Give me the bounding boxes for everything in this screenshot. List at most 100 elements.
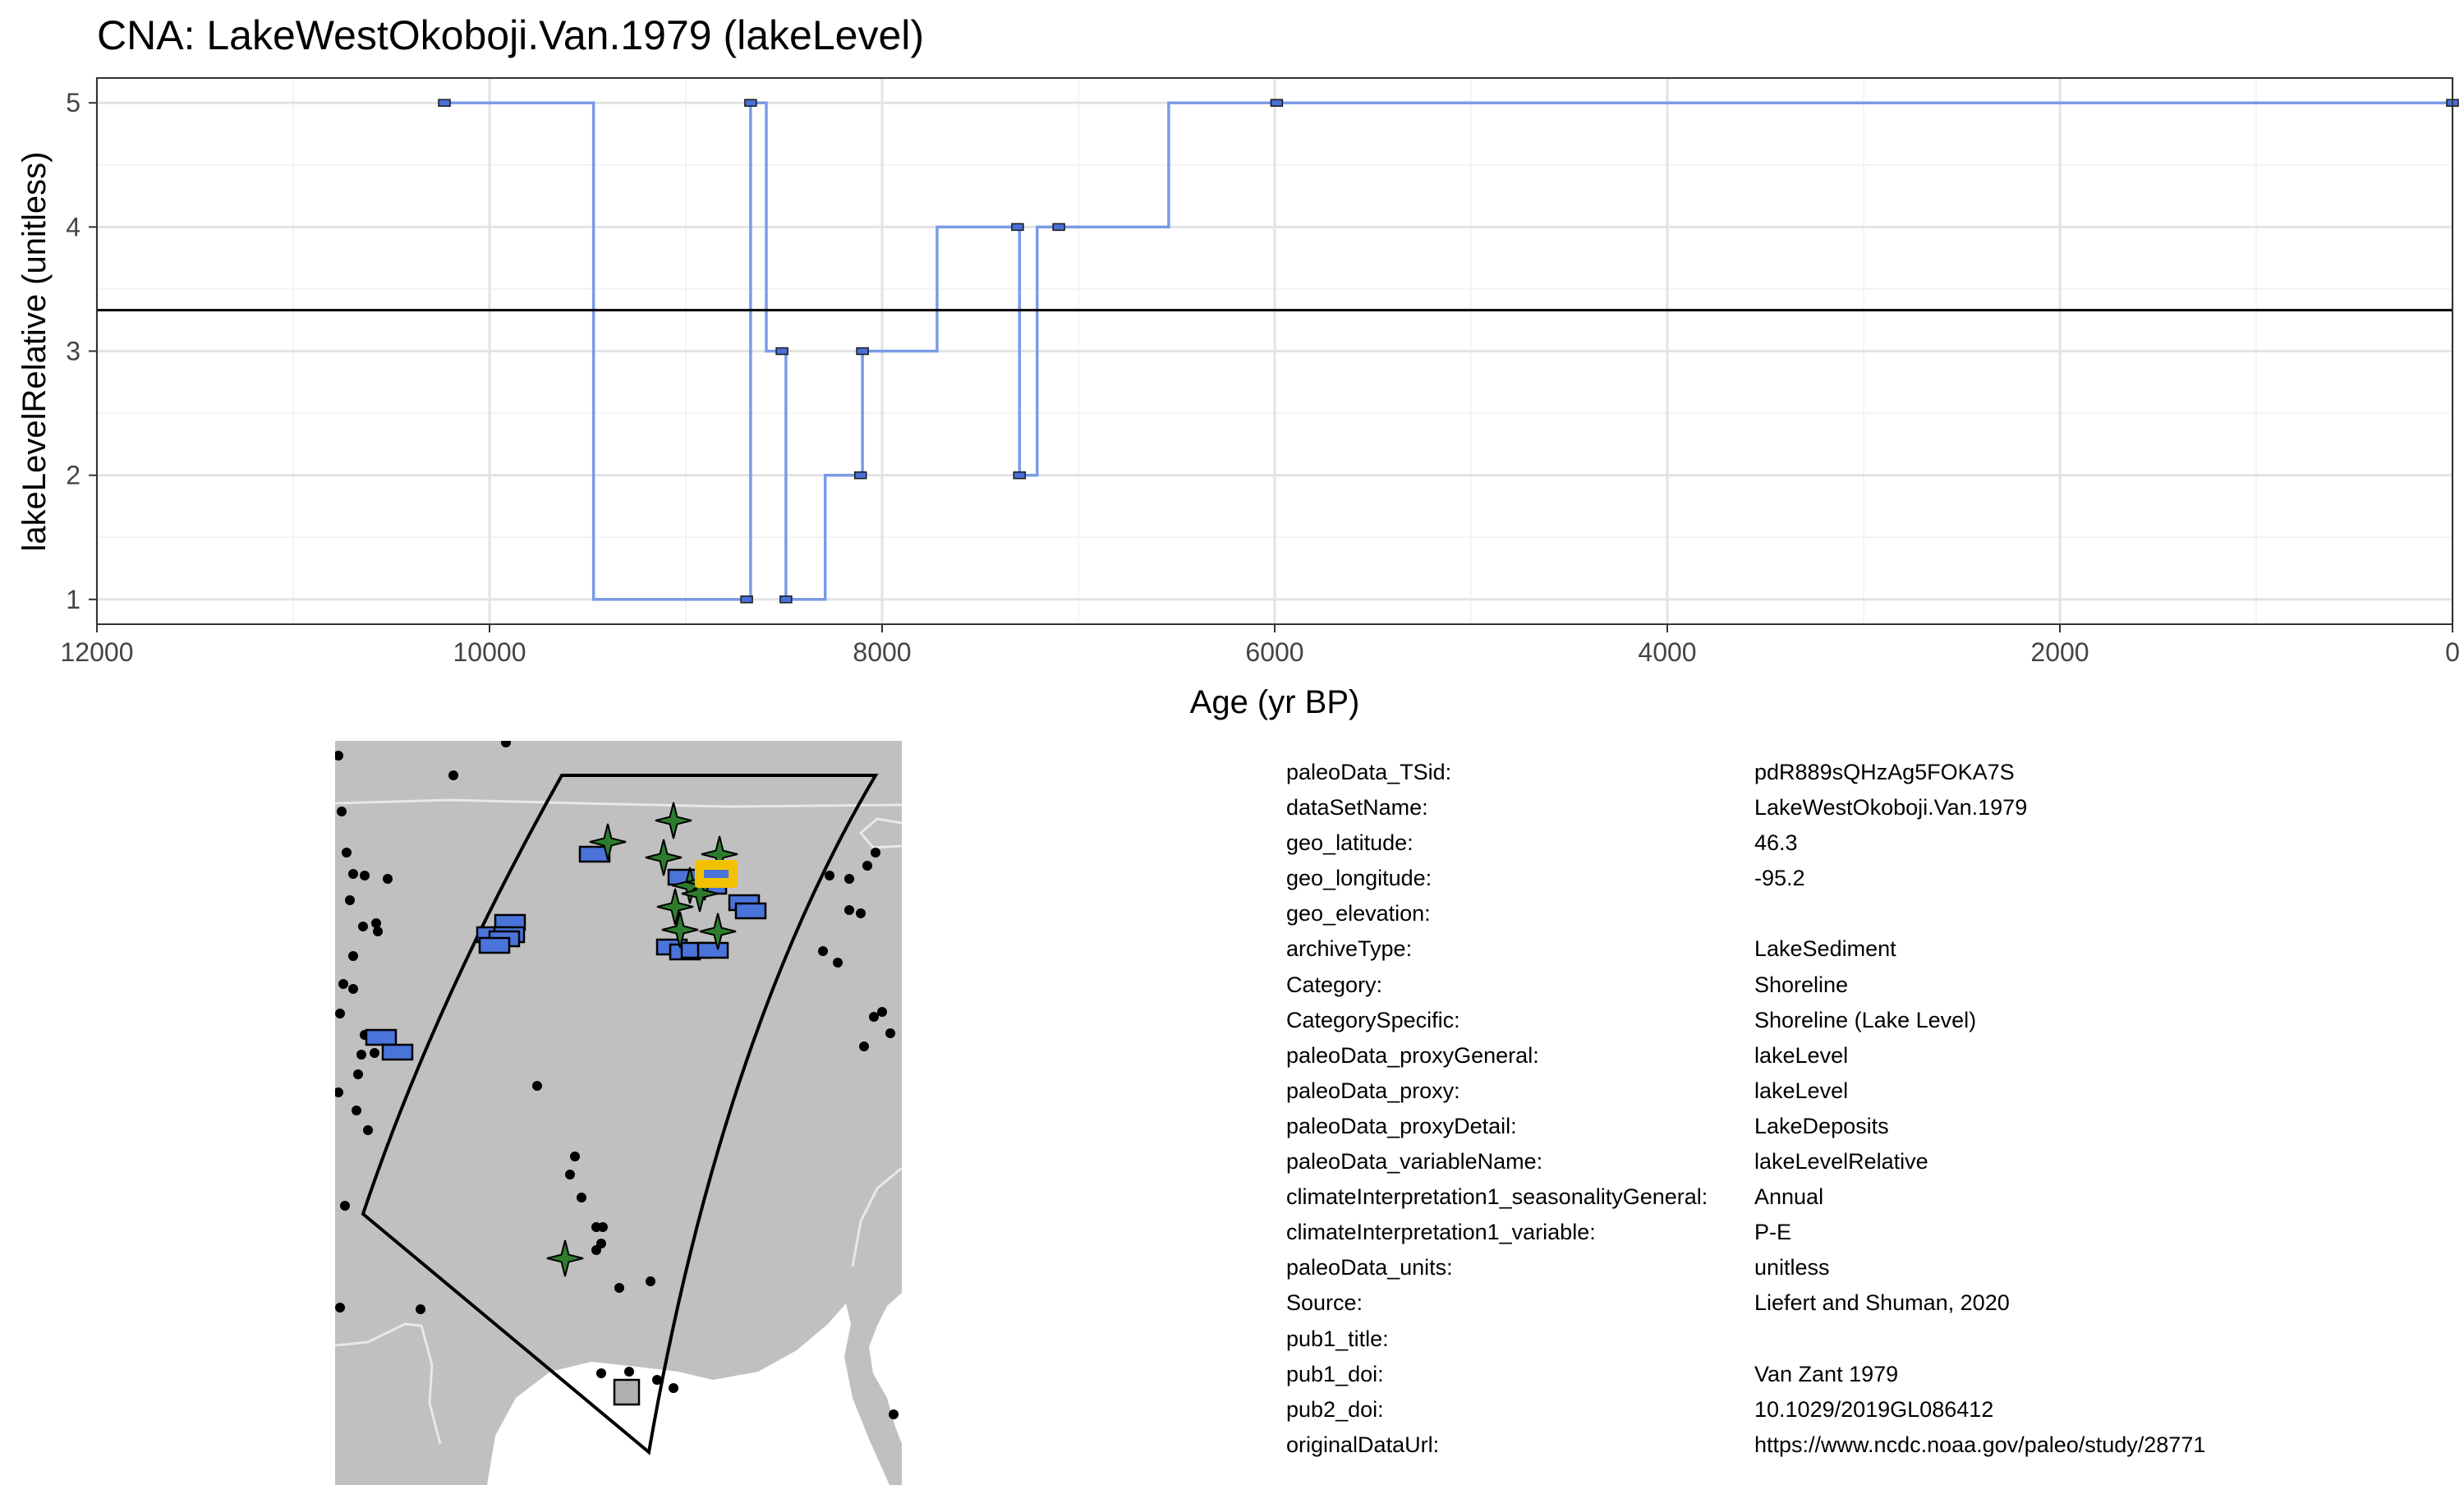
metadata-value: 10.1029/2019GL086412: [1754, 1396, 1994, 1422]
map-site-dot: [646, 1276, 655, 1286]
metadata-value: LakeSediment: [1754, 936, 1896, 962]
metadata-value: Liefert and Shuman, 2020: [1754, 1290, 2010, 1316]
x-tick-label: 2000: [2030, 637, 2089, 667]
data-point-marker: [744, 99, 757, 107]
y-tick-label: 4: [66, 212, 80, 241]
region-outline: [361, 774, 879, 1455]
metadata-key: pub2_doi:: [1286, 1396, 1384, 1422]
metadata-value: pdR889sQHzAg5FOKA7S: [1754, 760, 2015, 784]
state-border-south: [335, 1322, 442, 1445]
map-site-dot: [825, 871, 834, 880]
metadata-value: unitless: [1754, 1255, 1830, 1280]
y-tick-label: 3: [66, 337, 80, 366]
data-point-marker: [775, 347, 788, 356]
map-site-dot: [591, 1245, 601, 1255]
map-site-dot: [859, 1041, 869, 1051]
map-site-star: [655, 802, 692, 839]
y-tick-label: 2: [66, 461, 80, 490]
map-site-star: [645, 839, 683, 876]
data-point-marker: [1052, 223, 1065, 232]
map-site-star: [699, 913, 737, 950]
map-site-dot: [624, 1367, 634, 1377]
gulf-water: [487, 1303, 890, 1485]
metadata-value: lakeLevelRelative: [1754, 1149, 1928, 1175]
map-site-dot: [818, 946, 828, 956]
map-site-dot: [348, 984, 358, 994]
metadata-value: LakeWestOkoboji.Van.1979: [1754, 795, 2028, 821]
metadata-key: originalDataUrl:: [1286, 1432, 1440, 1457]
metadata-key: CategorySpecific:: [1286, 1007, 1460, 1032]
map-site-dot: [570, 1152, 580, 1161]
metadata-value: Shoreline: [1754, 972, 1849, 997]
data-point-marker: [438, 99, 451, 107]
map-site-dot: [877, 1007, 887, 1017]
map-site-star: [589, 823, 627, 861]
map-site-dot: [669, 1383, 678, 1393]
map-site-dot: [360, 871, 370, 880]
highlighted-site-marker: [695, 860, 738, 888]
map-site-dot: [340, 1201, 350, 1211]
metadata-key: paleoData_proxyGeneral:: [1286, 1042, 1539, 1068]
metadata-value: Shoreline (Lake Level): [1754, 1007, 1977, 1032]
metadata-key: Category:: [1286, 972, 1383, 997]
map-site-dot: [577, 1193, 586, 1202]
map-site-dot: [335, 1303, 345, 1313]
map-site-dot: [370, 1048, 379, 1058]
map-site-square: [365, 1028, 398, 1046]
y-tick-label: 5: [66, 88, 80, 117]
map-site-dot: [565, 1170, 575, 1179]
map-site-dot: [345, 895, 355, 905]
map-site-dot: [373, 926, 383, 936]
map-site-square: [696, 941, 729, 959]
map-site-dot: [501, 741, 511, 747]
metadata-key: geo_elevation:: [1286, 901, 1431, 926]
data-point-marker: [779, 595, 793, 604]
state-border-north: [335, 798, 902, 808]
map-site-dot: [348, 951, 358, 961]
state-border-southeast: [851, 1166, 902, 1267]
lake-level-chart: 12000 10000 8000 6000 4000 2000 0 1 2 3 4 5 Age (y…: [16, 77, 2460, 720]
metadata-key: paleoData_units:: [1286, 1255, 1453, 1280]
x-axis-ticks: 12000 10000 8000 6000 4000 2000 0: [61, 624, 2460, 667]
metadata-key: paleoData_variableName:: [1286, 1149, 1543, 1175]
metadata-key: pub1_doi:: [1286, 1361, 1384, 1386]
map-site-square: [478, 936, 511, 954]
metadata-value: https://www.ncdc.noaa.gov/paleo/study/28…: [1754, 1432, 2206, 1457]
map-site-dot: [596, 1368, 606, 1378]
map-site-dot: [335, 751, 343, 761]
metadata-value: lakeLevel: [1754, 1078, 1849, 1103]
map-site-dot: [871, 848, 880, 857]
metadata-key: Source:: [1286, 1290, 1363, 1316]
map-site-star: [661, 911, 699, 949]
map-site-dot: [416, 1304, 425, 1314]
map-site-star: [546, 1239, 584, 1277]
map-site-dot: [335, 1087, 343, 1097]
map-site-dot: [652, 1375, 662, 1385]
data-point-marker: [853, 471, 867, 480]
map-site-dot: [614, 1283, 624, 1293]
x-tick-label: 12000: [61, 637, 134, 667]
map-site-dot: [885, 1028, 895, 1038]
map-site-dot: [352, 1106, 361, 1115]
y-tick-label: 1: [66, 585, 80, 614]
data-point-marker: [1270, 99, 1284, 107]
data-point-marker: [1013, 471, 1027, 480]
y-axis-ticks: 1 2 3 4 5: [66, 88, 97, 614]
map-gray-square: [613, 1378, 641, 1406]
map-site-dot: [869, 1012, 879, 1022]
metadata-key: climateInterpretation1_variable:: [1286, 1220, 1596, 1245]
metadata-key: paleoData_proxyDetail:: [1286, 1113, 1517, 1138]
map-site-dot: [383, 874, 393, 884]
metadata-key: paleoData_TSid:: [1286, 760, 1452, 784]
state-border-great-lakes: [858, 817, 902, 849]
x-tick-label: 0: [2445, 637, 2460, 667]
map-site-dot: [342, 848, 352, 857]
map-site-dot: [833, 958, 843, 968]
map-site-dot: [363, 1125, 373, 1135]
metadata-value: 46.3: [1754, 830, 1798, 856]
data-point-marker: [856, 347, 869, 356]
map-site-dot: [358, 922, 368, 931]
x-tick-label: 10000: [453, 637, 526, 667]
metadata-key: archiveType:: [1286, 936, 1413, 962]
metadata-value: lakeLevel: [1754, 1042, 1849, 1068]
